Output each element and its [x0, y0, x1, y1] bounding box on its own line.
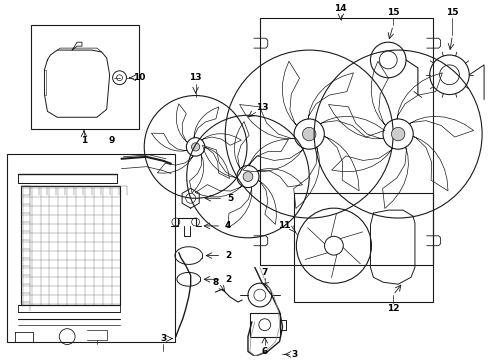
Text: 2: 2 [225, 251, 231, 260]
Polygon shape [257, 168, 302, 187]
Polygon shape [234, 122, 249, 168]
Text: 7: 7 [262, 268, 268, 277]
Polygon shape [240, 104, 295, 139]
Polygon shape [324, 136, 359, 191]
Polygon shape [228, 187, 252, 228]
Polygon shape [195, 185, 242, 197]
Polygon shape [190, 154, 204, 193]
Text: 4: 4 [225, 221, 231, 230]
Polygon shape [320, 116, 385, 137]
Polygon shape [243, 148, 304, 172]
Circle shape [243, 172, 253, 181]
Circle shape [302, 127, 316, 141]
Text: 15: 15 [446, 8, 459, 17]
Text: 15: 15 [387, 8, 399, 17]
Text: 14: 14 [335, 4, 347, 13]
Bar [7, 154, 175, 342]
Text: 13: 13 [189, 73, 202, 82]
Polygon shape [258, 180, 276, 224]
Circle shape [192, 143, 200, 151]
Text: 5: 5 [227, 194, 233, 203]
Polygon shape [383, 147, 408, 208]
Polygon shape [202, 134, 242, 145]
Polygon shape [249, 139, 289, 166]
Polygon shape [329, 104, 384, 139]
Text: 8: 8 [212, 278, 219, 287]
Polygon shape [202, 145, 237, 177]
Polygon shape [282, 61, 299, 126]
Polygon shape [175, 247, 202, 265]
Text: 11: 11 [278, 221, 291, 230]
Polygon shape [409, 116, 474, 137]
Text: 10: 10 [133, 73, 146, 82]
Polygon shape [397, 73, 442, 119]
Text: 9: 9 [108, 136, 115, 145]
Text: 6: 6 [262, 347, 268, 356]
Polygon shape [332, 148, 392, 172]
Bar [21, 186, 120, 305]
Polygon shape [151, 133, 187, 151]
Text: 12: 12 [387, 305, 399, 314]
Bar [294, 193, 433, 302]
Text: 3: 3 [160, 334, 166, 343]
Polygon shape [194, 107, 219, 138]
Bar [30, 26, 139, 129]
Polygon shape [370, 210, 415, 284]
Polygon shape [308, 73, 353, 119]
Text: 2: 2 [225, 275, 231, 284]
Polygon shape [294, 147, 319, 208]
Polygon shape [413, 136, 448, 191]
Text: 3: 3 [291, 350, 297, 359]
Polygon shape [371, 61, 389, 126]
Text: 13: 13 [256, 103, 268, 112]
Circle shape [392, 127, 405, 141]
Polygon shape [176, 104, 188, 143]
Text: 1: 1 [81, 136, 87, 145]
Polygon shape [157, 156, 193, 173]
Polygon shape [205, 147, 229, 179]
Polygon shape [177, 273, 200, 286]
